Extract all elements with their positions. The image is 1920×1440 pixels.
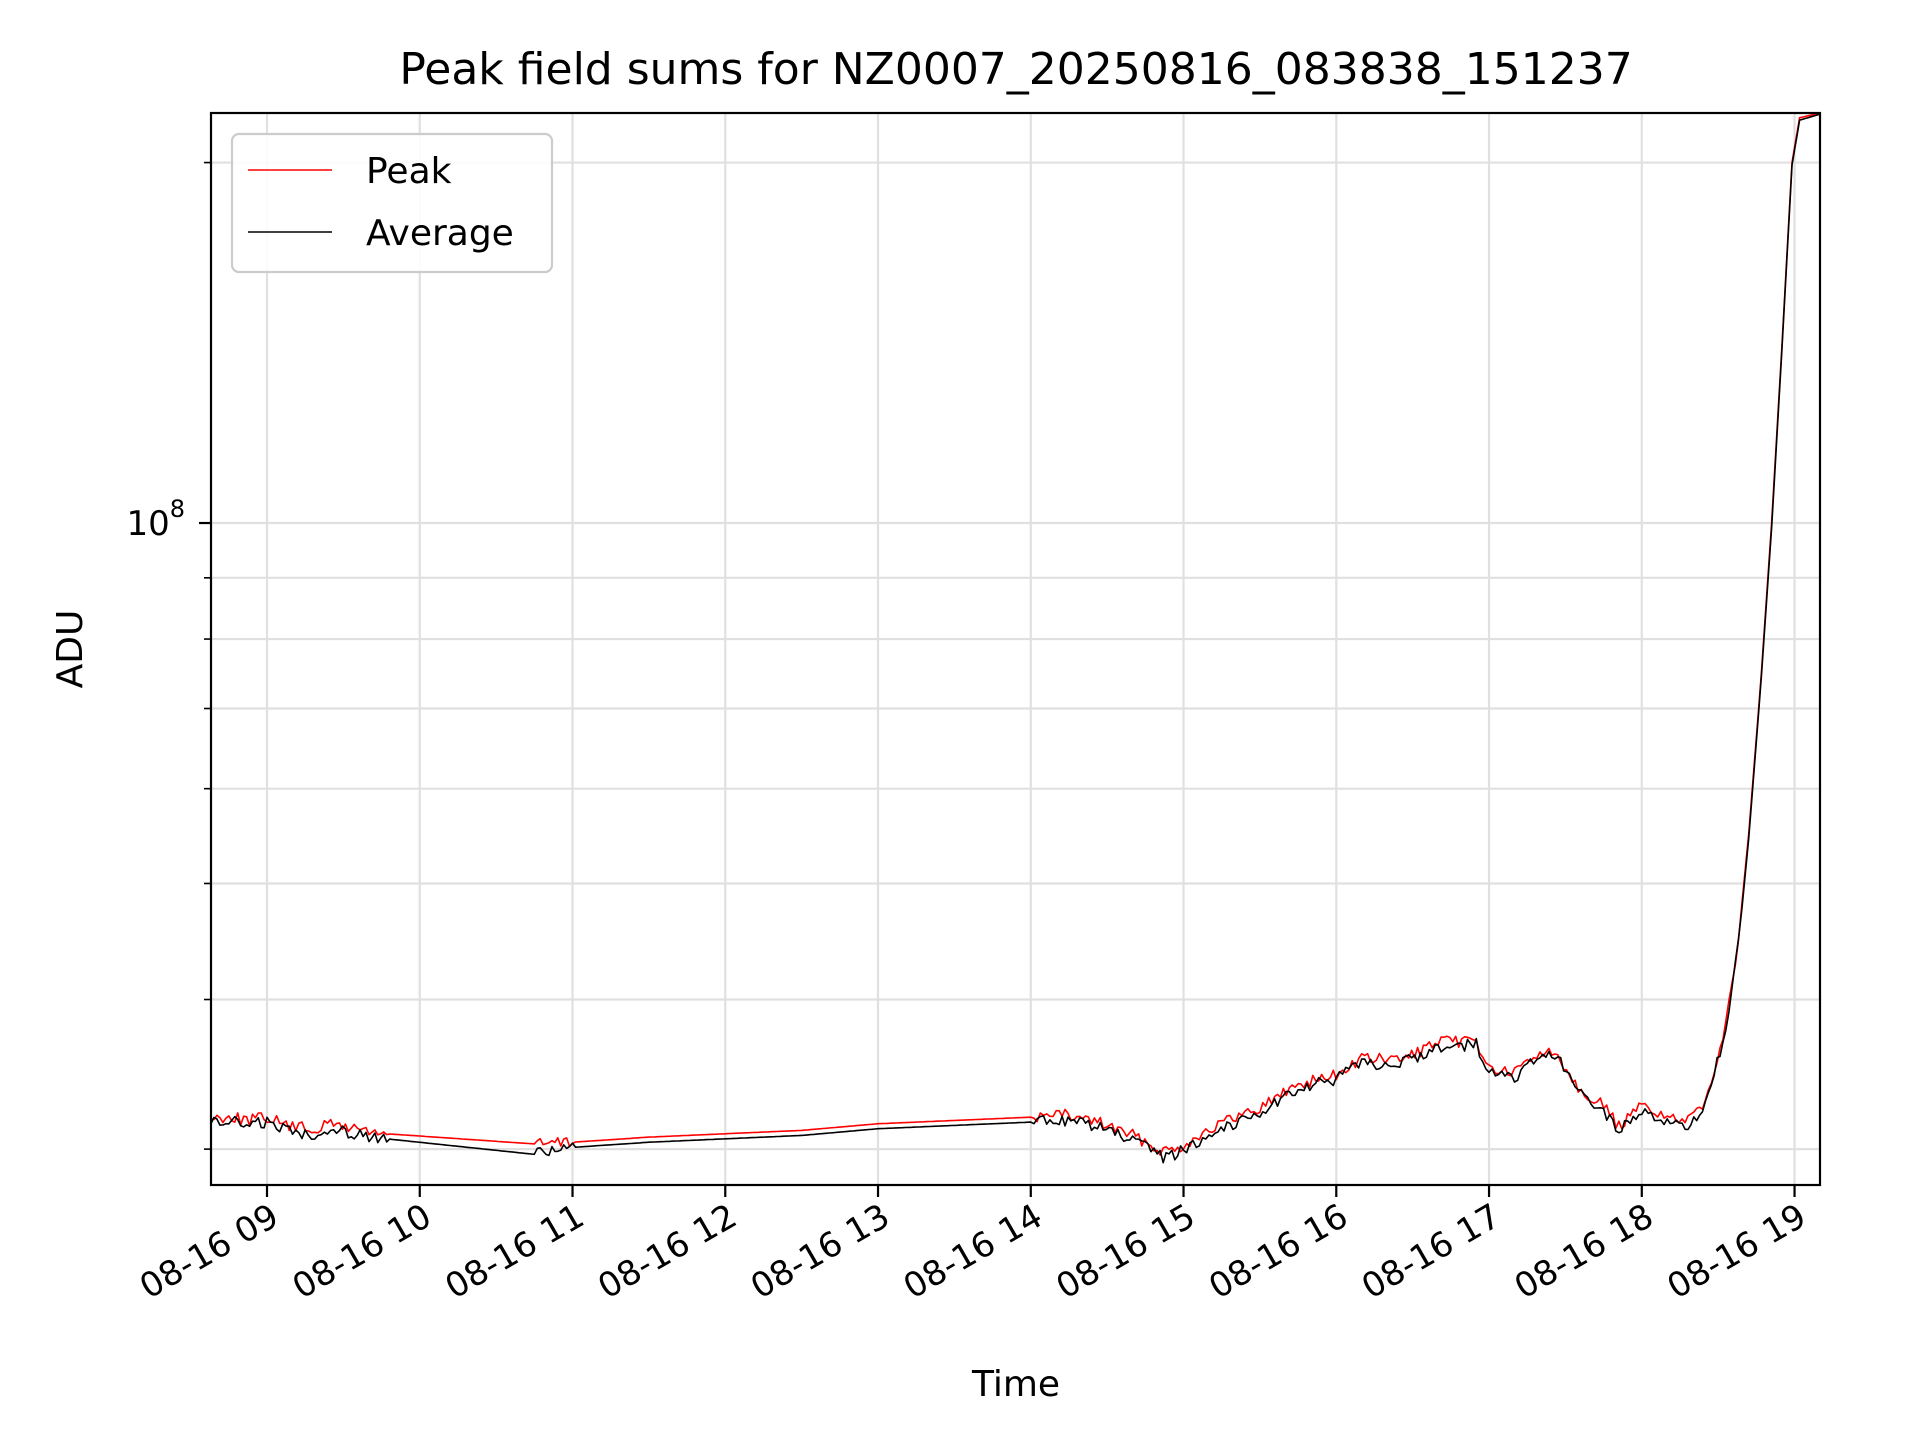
x-tick-label: 08-16 09 xyxy=(133,1196,285,1307)
y-axis-label: ADU xyxy=(50,610,91,689)
gridlines xyxy=(211,113,1820,1185)
plot-area-frame xyxy=(209,111,1822,1187)
x-tick-label: 08-16 11 xyxy=(439,1196,591,1307)
series-average-line xyxy=(210,113,1821,1164)
x-axis: 08-16 09 08-16 10 08-16 11 08-16 12 08-16 13… xyxy=(133,1185,1813,1307)
legend-box xyxy=(230,132,554,274)
series-peak-line xyxy=(210,112,1821,1156)
x-tick-label: 08-16 14 xyxy=(897,1196,1049,1307)
x-tick-label: 08-16 10 xyxy=(286,1196,438,1307)
x-tick-label: 08-16 19 xyxy=(1661,1196,1813,1307)
chart-title: Peak field sums for NZ0007_20250816_0838… xyxy=(399,44,1632,95)
legend-peak-label: Peak xyxy=(366,151,452,192)
x-tick-label: 08-16 18 xyxy=(1508,1196,1660,1307)
y-axis: 108 xyxy=(126,161,211,1150)
x-tick-label: 08-16 12 xyxy=(591,1196,743,1307)
series-layer xyxy=(210,112,1821,1164)
x-axis-label: Time xyxy=(971,1364,1060,1405)
x-tick-label: 08-16 17 xyxy=(1355,1196,1507,1307)
x-tick-label: 08-16 16 xyxy=(1202,1196,1354,1307)
x-tick-label: 08-16 13 xyxy=(744,1196,896,1307)
legend: Peak Average xyxy=(230,132,554,274)
legend-average-label: Average xyxy=(366,213,514,254)
x-tick-label: 08-16 15 xyxy=(1050,1196,1202,1307)
y-tick-label: 108 xyxy=(126,495,185,544)
